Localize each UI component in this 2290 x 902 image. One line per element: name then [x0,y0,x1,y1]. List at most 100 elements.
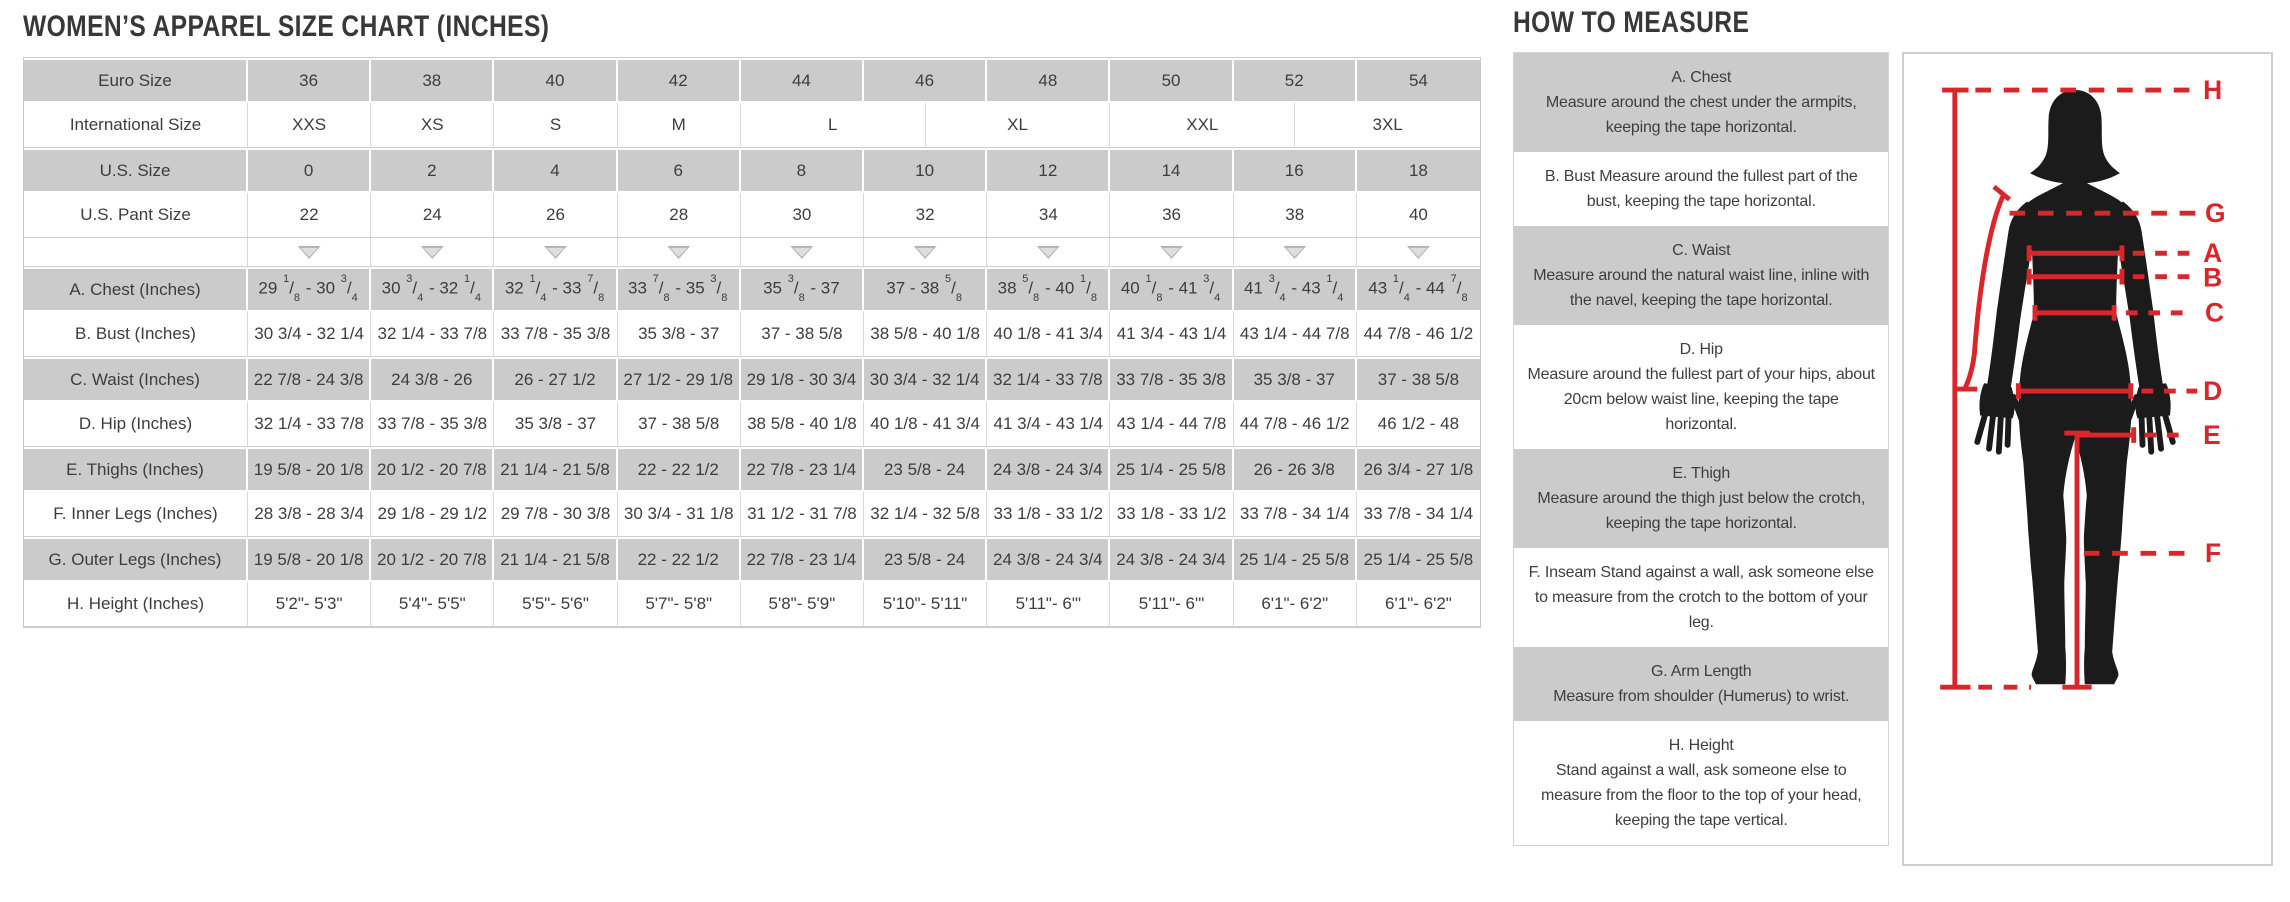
size-cell: 28 3/8 - 28 3/4 [248,492,372,537]
measure-text: Measure around the fullest part of your … [1527,366,1876,433]
size-cell: 44 [740,58,865,103]
size-cell: 36 [1110,193,1234,238]
figure-label-a: A [2204,238,2223,268]
size-chart-row: U.S. Size 0 2 4 6 8 10 12 14 16 18 [24,148,1481,193]
size-cell: 33 7/8 - 35 3/8 [617,267,741,312]
size-cell: 38 5/8 - 40 1/8 [864,312,988,357]
size-chart-row: C. Waist (Inches) 22 7/8 - 24 3/8 24 3/8 -… [24,357,1481,402]
size-cell: 54 [1356,58,1481,103]
size-cell: 20 1/2 - 20 7/8 [371,447,495,492]
down-arrow-icon [297,246,321,260]
size-cell: 30 3/4 - 32 1/4 [371,267,495,312]
size-cell: 5'11"- 6'" [987,582,1111,627]
size-cell: 37 - 38 5/8 [617,402,741,447]
size-cell: 41 3/4 - 43 1/4 [987,402,1111,447]
measure-text: Stand against a wall, ask someone else t… [1540,762,1862,829]
measurement-lines [1940,87,2198,690]
size-cell: XXL [1110,103,1296,148]
size-cell: 40 1/8 - 41 3/4 [864,402,988,447]
figure-label-c: C [2206,298,2225,328]
size-cell: 6'1"- 6'2" [1233,582,1357,627]
size-cell: 0 [248,148,372,193]
down-arrow-icon [1283,246,1307,260]
row-label: A. Chest (Inches) [24,267,248,312]
row-label: G. Outer Legs (Inches) [24,537,248,582]
size-chart-row: U.S. Pant Size 22 24 26 28 30 32 34 36 38 40 [24,193,1481,238]
size-cell: 41 3/4 - 43 1/4 [1110,312,1234,357]
size-cell: 34 [987,193,1111,238]
size-cell: 40 [1356,193,1481,238]
figure-label-e: E [2204,420,2222,450]
row-label: U.S. Size [24,148,248,193]
size-cell: 38 [371,58,495,103]
size-cell: 36 [248,58,372,103]
measure-heading: D. Hip [1679,341,1723,358]
size-cell: 10 [864,148,988,193]
size-cell: 32 1/4 - 33 7/8 [987,357,1111,402]
size-cell: 5'10"- 5'11" [864,582,988,627]
down-arrow-cell [740,238,865,267]
size-chart-row: International Size XXS XS S M L XL XXL 3XL [24,103,1481,148]
size-cell: 6'1"- 6'2" [1356,582,1481,627]
size-cell: 32 1/4 - 33 7/8 [494,267,618,312]
size-cell: 22 7/8 - 24 3/8 [248,357,372,402]
measure-instruction: H. Height Stand against a wall, ask someo… [1514,721,1888,845]
size-cell: 52 [1233,58,1357,103]
size-cell: 29 1/8 - 30 3/4 [740,357,865,402]
down-arrow-cell [617,238,741,267]
down-arrow-icon [1036,246,1060,260]
size-cell: 2 [371,148,495,193]
down-arrow-cell [371,238,495,267]
size-chart-section: WOMEN’S APPAREL SIZE CHART (INCHES) Euro… [23,10,1483,628]
figure-label-h: H [2204,75,2223,105]
size-cell: XXS [248,103,372,148]
size-cell: 5'8"- 5'9" [740,582,865,627]
size-chart-row: E. Thighs (Inches) 19 5/8 - 20 1/8 20 1/2 … [24,447,1481,492]
figure-label-g: G [2206,198,2227,228]
size-cell: 26 [494,193,618,238]
size-cell: 37 - 38 5/8 [740,312,865,357]
size-cell: 35 3/8 - 37 [1233,357,1357,402]
size-cell: 22 7/8 - 23 1/4 [740,447,865,492]
size-cell: 41 3/4 - 43 1/4 [1233,267,1357,312]
how-to-measure-section: HOW TO MEASURE A. Chest Measure around th… [1513,6,2273,866]
size-cell: 33 7/8 - 34 1/4 [1233,492,1357,537]
size-cell: 29 1/8 - 30 3/4 [248,267,372,312]
size-cell: 40 1/8 - 41 3/4 [1110,267,1234,312]
measure-instruction: G. Arm Length Measure from shoulder (Hume… [1514,647,1889,721]
size-cell: 29 7/8 - 30 3/8 [494,492,618,537]
row-label: B. Bust (Inches) [24,312,248,357]
size-cell: 8 [740,148,865,193]
size-cell: 5'5"- 5'6" [494,582,618,627]
row-label: E. Thighs (Inches) [24,447,248,492]
measure-heading: E. Thigh [1672,465,1731,482]
size-cell: 24 [371,193,495,238]
size-cell: 35 3/8 - 37 [617,312,741,357]
size-cell: 37 - 38 5/8 [864,267,988,312]
size-cell: 32 1/4 - 32 5/8 [864,492,988,537]
size-cell: 5'7"- 5'8" [617,582,741,627]
size-cell: 43 1/4 - 44 7/8 [1233,312,1357,357]
size-cell: 12 [987,148,1111,193]
down-arrow-icon [420,246,444,260]
size-cell: 22 7/8 - 23 1/4 [740,537,865,582]
measure-text: Measure around the thigh just below the … [1537,490,1866,532]
size-chart-row: H. Height (Inches) 5'2"- 5'3" 5'4"- 5'5" 5'… [24,582,1481,627]
size-cell: 37 - 38 5/8 [1356,357,1481,402]
size-cell: 26 - 26 3/8 [1233,447,1357,492]
size-chart-title: WOMEN’S APPAREL SIZE CHART (INCHES) [23,10,550,43]
size-cell: 35 3/8 - 37 [494,402,618,447]
figure-label-d: D [2204,376,2223,406]
size-cell: 44 7/8 - 46 1/2 [1233,402,1357,447]
size-cell: 24 3/8 - 24 3/4 [1110,537,1234,582]
down-arrow-icon [790,246,814,260]
row-label: International Size [24,103,248,148]
size-cell: M [617,103,741,148]
down-arrow-cell [987,238,1111,267]
down-arrow-cell [248,238,372,267]
size-chart-row: A. Chest (Inches) 29 1/8 - 30 3/4 30 3/4 -… [24,267,1481,312]
size-cell: 40 [494,58,618,103]
size-cell: 28 [617,193,741,238]
measure-heading: G. Arm Length [1650,663,1752,680]
size-cell: 29 1/8 - 29 1/2 [371,492,495,537]
